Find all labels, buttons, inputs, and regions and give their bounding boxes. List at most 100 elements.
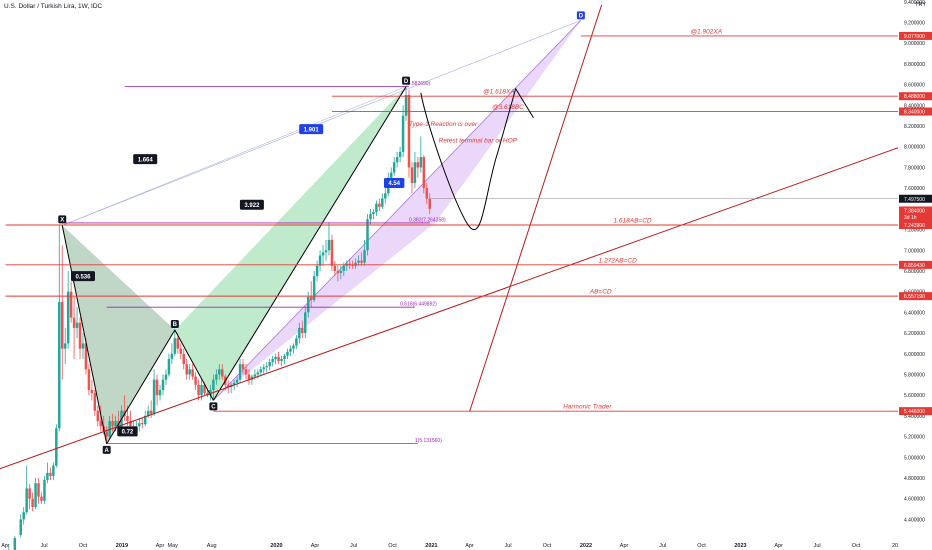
pattern-leg-XA (61, 225, 108, 444)
time-tick-label: May (168, 543, 179, 549)
level-label: @3.618BC (492, 104, 524, 111)
candle-body (262, 367, 266, 370)
price-axis-background (898, 0, 932, 550)
time-tick-label: 2023 (734, 543, 746, 549)
candle-body (93, 393, 97, 411)
candle-body (152, 379, 156, 414)
ratio-label-text: 3.922 (244, 203, 260, 209)
time-tick-label: Oct (79, 543, 88, 549)
price-tag (899, 213, 932, 222)
price-tick-label: 6.400000 (904, 310, 925, 316)
candle-body (66, 291, 70, 344)
price-tag-text: 7.497500 (904, 197, 925, 203)
price-tick-label: 5.000000 (904, 455, 925, 461)
candle-body (215, 374, 218, 380)
candle-body (149, 410, 153, 414)
time-tick-label: Apr (311, 543, 320, 549)
price-tag (899, 206, 932, 215)
candle-body (375, 203, 378, 212)
price-tag-text: 3d 1h (904, 215, 917, 221)
candle-body (366, 219, 369, 251)
candle-body (339, 270, 343, 274)
candle-body (19, 519, 22, 535)
level-price-tag (899, 92, 932, 101)
candle-body (250, 376, 254, 380)
candle-body (69, 291, 73, 318)
candle-body (369, 214, 372, 220)
candle-body (235, 379, 239, 383)
candle-body (161, 379, 165, 391)
candle-body (315, 265, 319, 277)
price-tick-label: 4.600000 (904, 497, 925, 503)
level-label: Harmonic Trader (563, 404, 612, 411)
ratio-label-box (383, 177, 405, 188)
price-tick-label: 8.600000 (904, 83, 925, 89)
price-tick-label: 4.400000 (904, 517, 925, 523)
candle-body (324, 250, 328, 253)
projected-d-label-box (576, 11, 585, 20)
time-tick-label: Oct (543, 543, 552, 549)
candle-body (298, 327, 301, 339)
candle-body (188, 369, 191, 375)
candle-body (43, 480, 46, 501)
candle-body (143, 415, 147, 425)
candle-body (363, 250, 366, 263)
level-price-tag-text: 8.340000 (904, 110, 925, 116)
candle-body (416, 162, 420, 168)
ratio-label-text: 4.54 (388, 181, 400, 187)
candle-body (327, 239, 331, 251)
candle-body (256, 372, 260, 375)
time-tick-label: 2019 (116, 543, 128, 549)
price-tick-label: 7.600000 (904, 186, 925, 192)
point-label-box (209, 402, 218, 411)
candle-body (410, 167, 414, 183)
ratio-label-text: 0.72 (122, 430, 134, 436)
candle-body (25, 488, 28, 513)
point-label-text: D (404, 79, 409, 85)
support-trendline (0, 147, 899, 470)
candle-body (283, 355, 286, 359)
candle-body (138, 423, 141, 427)
candle-body (238, 364, 242, 380)
level-price-tag (899, 107, 932, 116)
price-tick-label: 7.000000 (904, 248, 925, 254)
candle-body (87, 369, 91, 391)
candle-body (271, 358, 274, 363)
candle-body (304, 312, 307, 334)
price-tick-label: 8.000000 (904, 145, 925, 151)
ratio-label-text: 1.901 (304, 127, 320, 133)
level-price-tag-text: 9.077000 (904, 34, 925, 40)
candle-body (52, 465, 55, 476)
time-tick-label: 20 (892, 543, 898, 549)
candle-body (392, 162, 396, 173)
candle-body (259, 369, 263, 373)
level-price-tag-text: 6.859430 (904, 263, 925, 269)
time-tick-label: 2020 (270, 543, 282, 549)
pattern-leg-CD (212, 86, 407, 401)
candle-body (221, 369, 224, 377)
candle-body (295, 338, 298, 346)
candle-body (185, 364, 188, 375)
candle-body (292, 345, 295, 349)
candle-body (289, 348, 292, 352)
candle-body (176, 338, 180, 349)
price-tick-label: 7.200000 (904, 228, 925, 234)
candle-body (63, 343, 67, 349)
ratio-label-text: 0.536 (75, 274, 91, 280)
candle-body (13, 538, 17, 550)
candle-body (265, 366, 268, 368)
level-label: @1.618XA (483, 89, 515, 96)
candle-body (321, 252, 325, 256)
annotation-text: Retest terminal bar or HOP (439, 138, 518, 145)
candle-body (141, 423, 144, 425)
point-label-box (170, 319, 179, 328)
price-tick-label: 6.800000 (904, 269, 925, 275)
price-tick-label: 4.800000 (904, 476, 925, 482)
pattern-leg-AB (106, 329, 176, 445)
candle-body (404, 94, 408, 116)
time-tick-label: Apr (156, 543, 165, 549)
projected-d-label-text: D (579, 14, 584, 20)
candle-body (226, 384, 230, 387)
candle-body (384, 193, 387, 199)
